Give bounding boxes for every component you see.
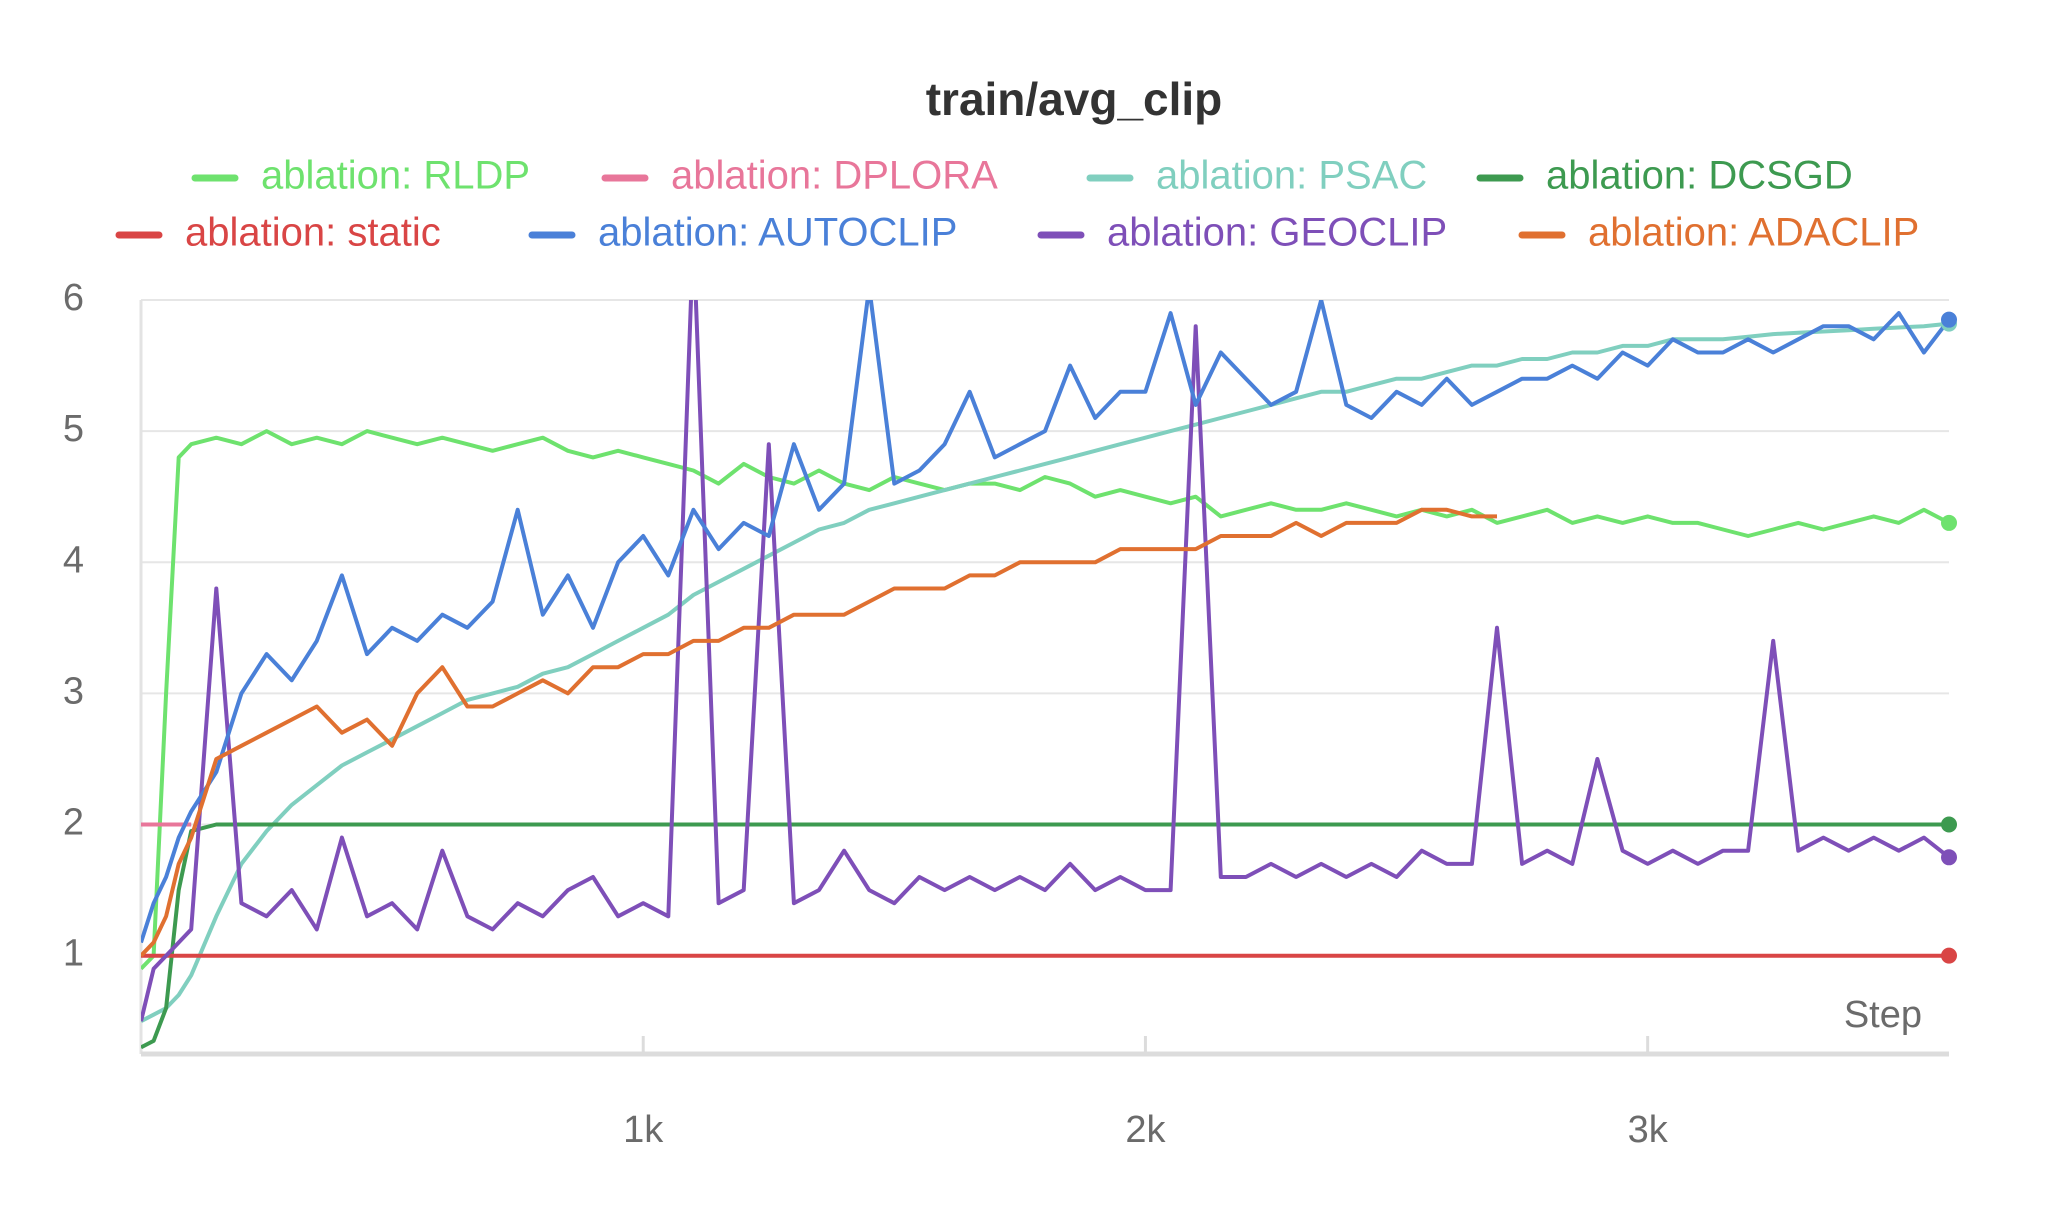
- grid: [141, 299, 1949, 957]
- y-tick-label: 3: [63, 670, 84, 712]
- x-axis-label: Step: [1844, 994, 1922, 1036]
- x-tick-label: 3k: [1628, 1109, 1669, 1151]
- legend-label: ablation: DPLORA: [671, 154, 998, 198]
- series-line: [141, 507, 1497, 958]
- legend-label: ablation: GEOCLIP: [1107, 211, 1447, 255]
- end-dot: [1941, 849, 1957, 866]
- legend-label: ablation: AUTOCLIP: [598, 211, 957, 255]
- series-line: [141, 429, 1950, 971]
- chart-title: train/avg_clip: [926, 73, 1223, 125]
- end-dot: [1941, 947, 1957, 964]
- plot-lines: [141, 300, 1951, 1050]
- y-tick-label: 5: [63, 408, 84, 450]
- legend-label: ablation: ADACLIP: [1588, 211, 1919, 255]
- y-tick-label: 6: [63, 277, 84, 319]
- end-dot: [1941, 816, 1957, 833]
- series-line: [141, 300, 1951, 1022]
- legend-label: ablation: DCSGD: [1546, 154, 1853, 198]
- y-tick-label: 2: [63, 802, 84, 844]
- legend-label: ablation: static: [185, 211, 441, 255]
- y-tick-label: 4: [63, 539, 84, 581]
- series-line: [141, 822, 1949, 1050]
- y-tick-label: 1: [63, 933, 84, 975]
- end-dot: [1941, 514, 1957, 531]
- legend-label: ablation: RLDP: [261, 154, 530, 198]
- end-dots: [1941, 311, 1957, 964]
- x-tick-label: 1k: [623, 1109, 664, 1151]
- legend-label: ablation: PSAC: [1156, 154, 1427, 198]
- legend: ablation: RLDP ablation: DPLORA ablation: …: [115, 154, 1919, 255]
- end-dot: [1941, 311, 1957, 328]
- series-line: [141, 321, 1950, 1023]
- series-line: [141, 300, 1951, 944]
- x-tick-label: 2k: [1125, 1109, 1166, 1151]
